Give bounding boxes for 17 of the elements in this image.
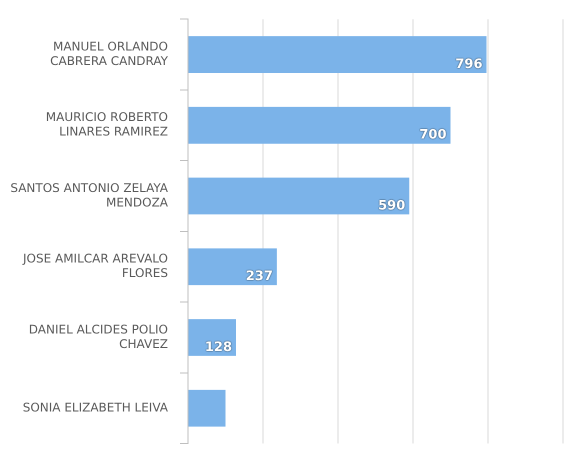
bar (188, 178, 410, 214)
y-tick-label: MANUEL ORLANDO CABRERA CANDRAY (50, 39, 169, 68)
bar (188, 319, 236, 356)
bar (188, 106, 450, 144)
y-tick-label: JOSE AMILCAR AREVALO FLORES (22, 252, 168, 280)
bar (188, 248, 277, 286)
y-tick-label: SONIA ELIZABETH LEIVA (22, 400, 169, 414)
bar (188, 36, 486, 73)
data-label: 237 (246, 269, 273, 284)
y-tick-label: DANIEL ALCIDES POLIO CHAVEZ (28, 322, 168, 351)
data-label: 590 (378, 198, 406, 214)
data-label: 128 (204, 340, 232, 355)
bar (188, 390, 226, 427)
data-label: 796 (455, 56, 482, 72)
data-label: 700 (419, 128, 446, 143)
y-tick-label: MAURICIO ROBERTO LINARES RAMIREZ (46, 110, 168, 139)
y-tick-label: SANTOS ANTONIO ZELAYA MENDOZA (10, 180, 169, 210)
